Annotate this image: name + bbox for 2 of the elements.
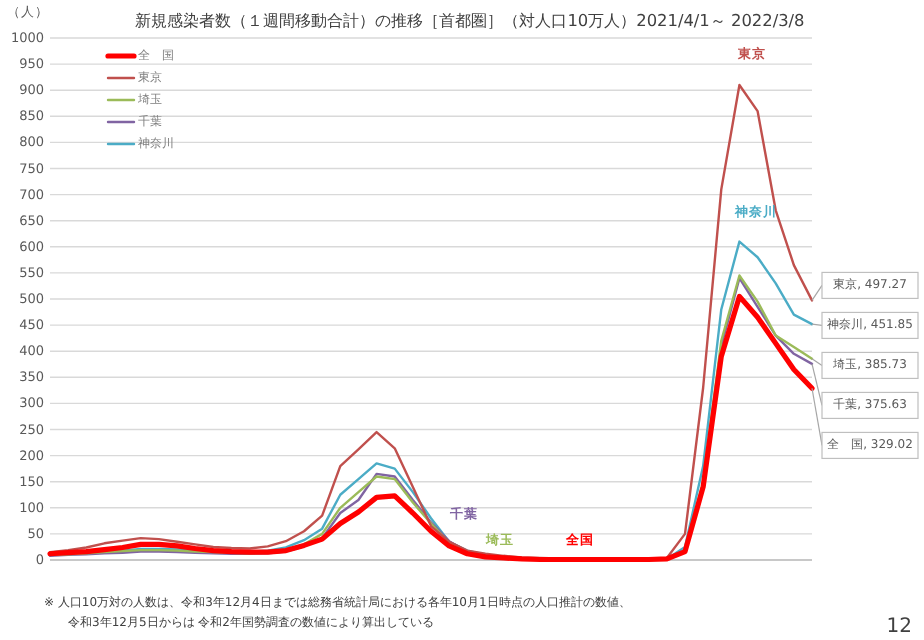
text: 12 [886, 616, 912, 638]
chart-title: 新規感染者数（１週間移動合計）の推移［首都圏］（対人口10万人）2021/4/1～ 2022/3/8 [135, 10, 805, 30]
